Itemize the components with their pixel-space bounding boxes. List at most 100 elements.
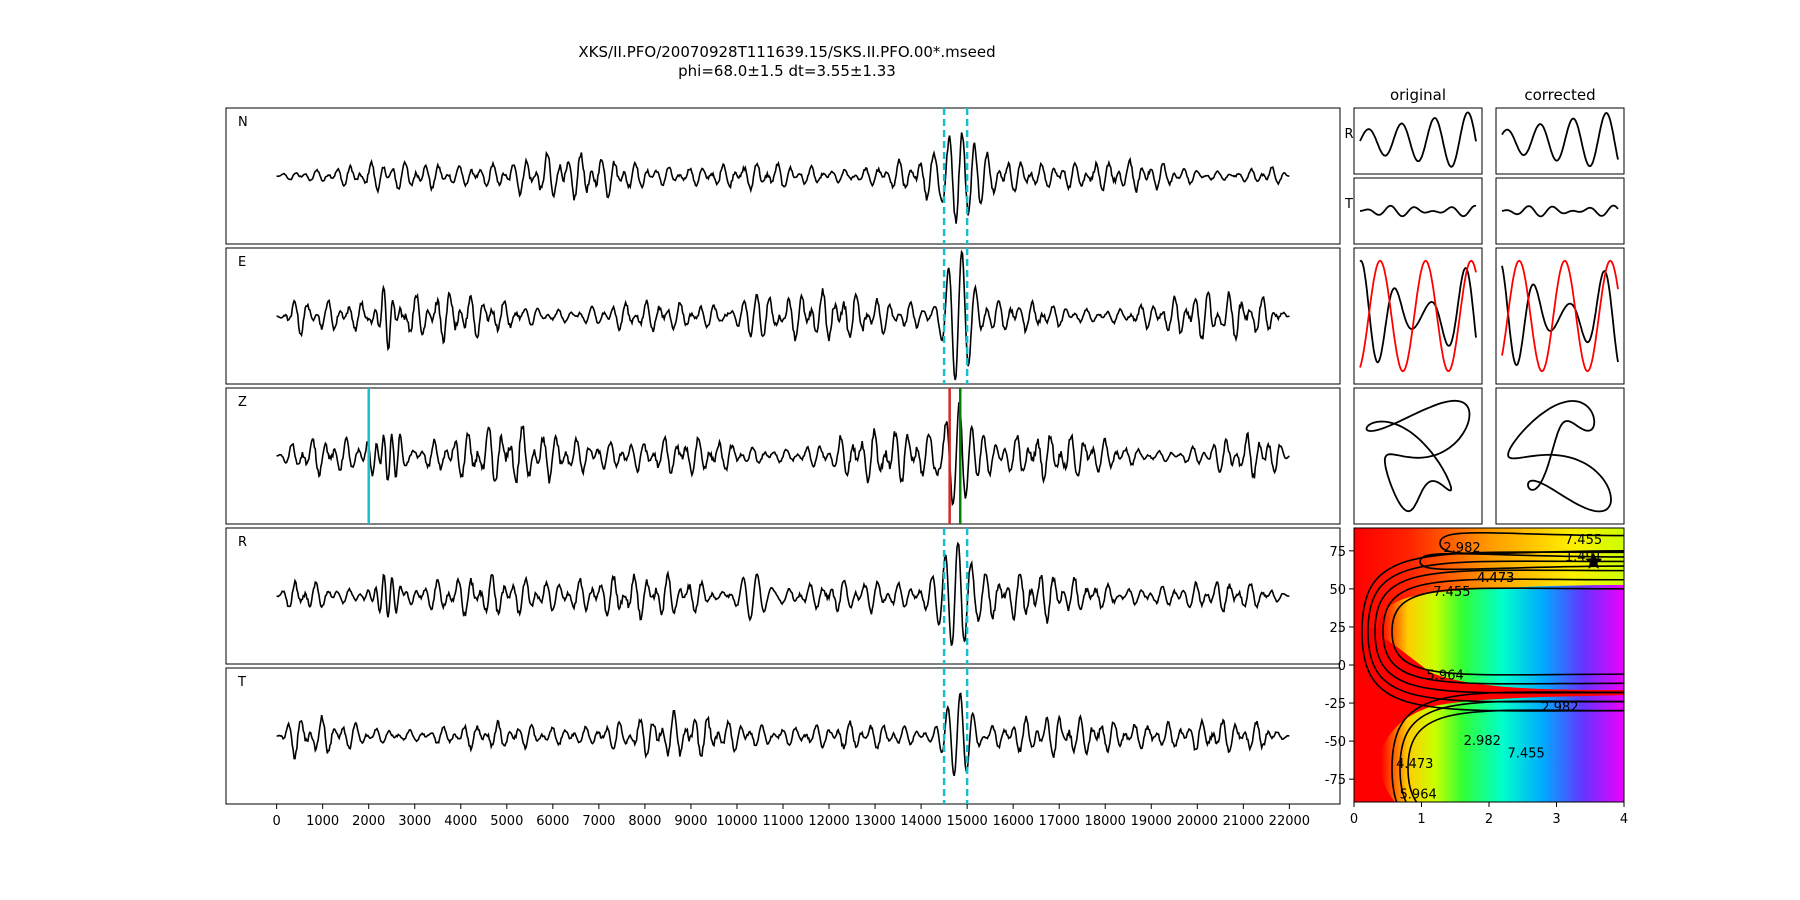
x-tick-label: 22000 (1269, 814, 1310, 829)
x-tick-label: 18000 (1085, 814, 1126, 829)
contour-label: 2.982 (1443, 541, 1480, 556)
waveform-n (276, 132, 1290, 224)
contour-lower-1 (1399, 700, 1624, 802)
err-y-tick-label: 50 (1329, 583, 1346, 598)
x-tick-label: 14000 (900, 814, 941, 829)
row-label-t: T (1344, 197, 1353, 212)
column-title-corrected: corrected (1524, 86, 1595, 104)
contour-label: 4.473 (1477, 571, 1514, 586)
pm-panel-original-rt (1353, 247, 1483, 385)
pm-frame (1495, 177, 1625, 245)
figure-title: XKS/II.PFO/20070928T111639.15/SKS.II.PFO… (578, 43, 995, 61)
trace-frame (225, 107, 1341, 245)
pm-frame (1353, 107, 1483, 175)
row-label-r: R (1344, 127, 1353, 142)
trace-panel-r: R (225, 527, 1341, 665)
pm-panel-original-t (1353, 177, 1483, 245)
contour-label: 4.473 (1477, 571, 1514, 586)
pm-panel-corrected-rt (1495, 247, 1625, 385)
x-tick-label: 6000 (536, 814, 569, 829)
err-x-tick-label: 2 (1485, 812, 1493, 827)
x-tick-label: 20000 (1177, 814, 1218, 829)
r-component-trace (1501, 112, 1619, 168)
err-y-tick-label: 25 (1329, 621, 1346, 636)
waveform-z (276, 402, 1290, 507)
figure-subtitle: phi=68.0±1.5 dt=3.55±1.33 (678, 62, 896, 80)
trace-frame (225, 387, 1341, 525)
r-trace (1359, 259, 1477, 364)
x-tick-label: 12000 (808, 814, 849, 829)
trace-label-e: E (238, 255, 246, 270)
x-tick-label: 8000 (628, 814, 661, 829)
x-tick-label: 13000 (854, 814, 895, 829)
pm-frame (1353, 247, 1483, 385)
error-surface-red-band-bottom (1354, 760, 1395, 802)
contour-top-1 (1439, 531, 1624, 555)
x-tick-label: 15000 (946, 814, 987, 829)
contour-label: 2.982 (1541, 701, 1578, 716)
contour-upper-4 (1391, 587, 1624, 676)
r-trace (1501, 265, 1619, 367)
contour-upper-3 (1382, 578, 1624, 685)
contour-top-0 (1419, 552, 1624, 571)
r-component-trace (1359, 111, 1477, 168)
err-y-tick-label: 75 (1329, 545, 1346, 560)
contour-label: 5.964 (1427, 669, 1464, 684)
pm-panel-original-r (1353, 107, 1483, 175)
t-component-trace (1359, 204, 1477, 218)
error-surface-contours (1361, 531, 1624, 802)
pm-panel-corrected-r (1495, 107, 1625, 175)
column-title-original: original (1390, 86, 1446, 104)
error-surface-red-band-mid (1354, 628, 1624, 760)
x-tick-label: 1000 (306, 814, 339, 829)
contour-label: 7.455 (1565, 533, 1602, 548)
pm-frame (1353, 387, 1483, 525)
err-y-tick-label: -50 (1325, 735, 1346, 750)
x-tick-label: 3000 (398, 814, 431, 829)
trace-label-n: N (238, 115, 248, 130)
pm-frame (1495, 107, 1625, 175)
pm-panel-original-pm (1353, 387, 1483, 525)
err-x-tick-label: 4 (1620, 812, 1628, 827)
err-y-tick-label: -25 (1325, 697, 1346, 712)
err-x-tick-label: 0 (1350, 812, 1358, 827)
waveform-t (276, 692, 1290, 777)
t-component-trace (1501, 204, 1619, 218)
trace-label-z: Z (238, 395, 247, 410)
trace-panel-t: T (225, 667, 1341, 805)
waveform-r (276, 541, 1290, 646)
err-x-tick-label: 3 (1552, 812, 1560, 827)
x-tick-label: 5000 (490, 814, 523, 829)
seismogram-x-axis: 0 1000 2000 3000 4000 5000 6000 7000 8000 9000 100… (272, 804, 1310, 829)
err-x-tick-label: 1 (1417, 812, 1425, 827)
contour-label: 2.982 (1464, 734, 1501, 749)
particle-motion-panels (1353, 107, 1625, 525)
contour-lower-2 (1407, 709, 1624, 802)
pm-panel-corrected-t (1495, 177, 1625, 245)
trace-label-r: R (238, 535, 247, 550)
t-trace (1359, 259, 1477, 373)
trace-frame (225, 247, 1341, 385)
error-surface-red-band-top (1354, 528, 1624, 628)
particle-motion-trace (1365, 399, 1471, 513)
err-y-tick-label: 0 (1338, 659, 1346, 674)
x-tick-label: 9000 (674, 814, 707, 829)
x-tick-label: 4000 (444, 814, 477, 829)
particle-motion-trace (1507, 400, 1612, 513)
x-tick-label: 17000 (1039, 814, 1080, 829)
contour-lower-0 (1391, 691, 1624, 802)
trace-panel-n: N (225, 107, 1341, 245)
contour-label: 7.455 (1433, 585, 1470, 600)
trace-frame (225, 527, 1341, 665)
contour-label: 7.455 (1508, 746, 1545, 761)
x-tick-label: 0 (272, 814, 280, 829)
pm-panel-corrected-pm (1495, 387, 1625, 525)
err-y-tick-label: -75 (1325, 773, 1346, 788)
best-fit-star-icon (1585, 552, 1603, 569)
x-tick-label: 21000 (1223, 814, 1264, 829)
x-tick-label: 16000 (992, 814, 1033, 829)
trace-label-t: T (237, 675, 246, 690)
x-tick-label: 11000 (762, 814, 803, 829)
